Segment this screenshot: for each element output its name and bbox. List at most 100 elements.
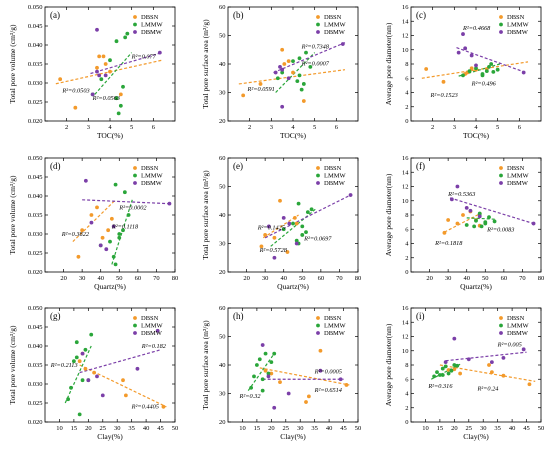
legend-marker-lmmw [499, 323, 503, 328]
data-point-dbmw [340, 42, 345, 46]
data-point-lmmw [480, 73, 485, 78]
y-tick-label: 2 [405, 405, 408, 412]
x-tick-label: 40 [509, 425, 516, 432]
y-tick-label: 0.045 [28, 23, 43, 30]
legend-label-dbsn: DBSN [507, 14, 525, 21]
legend-marker-dbmw [316, 331, 320, 335]
x-tick-label: 45 [340, 425, 347, 432]
y-tick-label: 0.030 [28, 381, 43, 388]
data-point-dbsn [95, 65, 99, 70]
data-point-dbmw [489, 360, 494, 365]
y-tick-label: 20 [219, 269, 226, 276]
y-tick-label: 0.035 [28, 362, 43, 369]
y-tick-label: 0.050 [28, 4, 43, 11]
data-point-lmmw [125, 31, 130, 36]
data-point-lmmw [99, 77, 104, 82]
panel-label: (b) [233, 10, 244, 20]
y-tick-label: 50 [219, 184, 226, 191]
data-point-dbsn [280, 47, 285, 52]
y-tick-label: 16 [402, 4, 409, 11]
data-point-lmmw [71, 359, 76, 364]
r-squared-label: R²=0.1818 [434, 240, 463, 247]
legend-marker-dbmw [133, 331, 137, 335]
data-point-dbmw [280, 67, 285, 72]
data-point-lmmw [66, 397, 71, 402]
data-point-dbmw [294, 241, 299, 246]
data-point-dbmw [474, 63, 478, 68]
panel-label: (i) [416, 311, 425, 321]
x-axis-label: Quartz(%) [460, 282, 492, 291]
legend-label-dbsn: DBSN [324, 14, 342, 21]
data-point-lmmw [89, 332, 94, 337]
fit-line-dbmw [273, 42, 346, 74]
x-tick-label: 30 [445, 275, 452, 282]
data-point-dbmw [95, 69, 99, 74]
y-tick-label: 0 [405, 269, 408, 276]
r-squared-label: R²=0.1118 [111, 223, 139, 230]
data-point-lmmw [309, 207, 314, 212]
data-point-dbmw [456, 50, 461, 55]
data-point-lmmw [113, 182, 118, 187]
y-tick-label: 16 [402, 155, 409, 162]
x-tick-label: 30 [79, 275, 86, 282]
panel-b: 2 3 4 5 6 20 30 40 50 60 TOC(%) Total pore surface … [201, 4, 359, 140]
y-tick-label: 60 [219, 155, 226, 162]
y-tick-label: 6 [405, 75, 409, 82]
data-point-dbmw [468, 208, 473, 213]
data-point-lmmw [489, 62, 494, 66]
data-point-lmmw [435, 370, 439, 375]
x-tick-label: 3 [270, 124, 273, 131]
data-point-lmmw [83, 347, 88, 352]
data-point-lmmw [432, 374, 437, 379]
data-point-dbsn [272, 235, 277, 240]
r-squared-label: R²=0.316 [427, 383, 453, 390]
data-point-dbsn [294, 221, 299, 226]
data-point-lmmw [108, 239, 112, 244]
data-point-dbmw [278, 64, 282, 69]
data-point-dbsn [263, 368, 268, 373]
data-point-lmmw [126, 213, 131, 217]
data-point-lmmw [123, 35, 128, 40]
data-point-lmmw [487, 64, 491, 69]
data-point-dbmw [449, 197, 454, 202]
data-point-dbsn [263, 233, 268, 237]
r-squared-label: R²=0.0007 [301, 60, 330, 67]
y-tick-label: 4 [405, 391, 409, 398]
data-point-lmmw [464, 223, 469, 227]
legend-label-dbsn: DBSN [324, 165, 342, 172]
x-tick-label: 25 [283, 425, 290, 432]
data-point-lmmw [487, 215, 491, 220]
fit-line-lmmw [275, 52, 316, 93]
y-axis-label: Average pore diameter(nm) [384, 173, 393, 256]
data-point-dbmw [266, 224, 271, 229]
y-tick-label: 16 [402, 305, 409, 312]
x-tick-label: 15 [437, 425, 444, 432]
legend-label-dbmw: DBMW [141, 29, 163, 36]
data-point-dbsn [258, 82, 263, 86]
r-squared-label: R²=0.0503 [61, 88, 89, 95]
data-point-dbmw [281, 215, 286, 220]
legend-label-dbmw: DBMW [507, 29, 529, 36]
y-tick-label: 30 [219, 391, 226, 398]
y-tick-label: 0.045 [28, 174, 43, 181]
fit-line-dbsn [262, 214, 299, 239]
x-tick-label: 70 [336, 275, 343, 282]
data-point-dbmw [521, 70, 526, 75]
y-tick-label: 8 [405, 61, 408, 68]
x-tick-label: 20 [451, 425, 458, 432]
data-point-dbsn [100, 235, 105, 240]
data-point-lmmw [280, 70, 285, 75]
y-tick-label: 6 [405, 226, 409, 233]
y-tick-label: 4 [405, 90, 409, 97]
data-point-lmmw [461, 73, 465, 78]
data-point-dbsn [489, 370, 494, 375]
data-point-dbmw [260, 343, 265, 347]
y-tick-label: 0.025 [28, 250, 43, 257]
data-point-lmmw [260, 377, 265, 382]
data-point-dbmw [477, 214, 482, 219]
y-tick-label: 60 [219, 4, 226, 11]
fit-line-lmmw [111, 199, 133, 265]
y-axis-label: Average pore diameter(nm) [384, 323, 393, 406]
panel-d: 20 30 40 50 60 70 80 0.020 0.025 0.030 0.035 0.040 0… [8, 155, 178, 291]
x-tick-label: 50 [172, 425, 179, 432]
